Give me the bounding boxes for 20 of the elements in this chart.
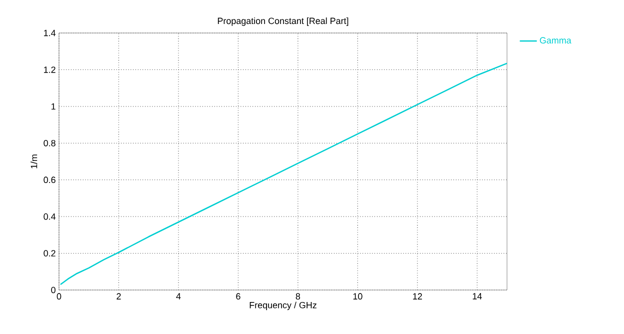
- x-tick-label: 4: [176, 293, 181, 300]
- x-tick-label: 14: [472, 293, 482, 300]
- x-tick-label: 10: [353, 293, 362, 300]
- x-tick-label: 6: [236, 293, 240, 300]
- y-tick-label: 1.4: [44, 30, 56, 36]
- y-tick-label: 0.6: [44, 176, 56, 184]
- x-tick-label: 0: [56, 293, 62, 300]
- y-axis-title: 1/m: [30, 154, 38, 168]
- x-tick-label: 12: [413, 293, 422, 300]
- legend-label: Gamma: [540, 37, 572, 44]
- y-tick-label: 0: [51, 286, 56, 294]
- x-tick-label: 2: [116, 293, 121, 300]
- y-tick-label: 0.4: [44, 213, 56, 220]
- y-tick-label: 1: [52, 103, 56, 110]
- x-tick-label: 8: [296, 293, 300, 300]
- x-axis-title: Frequency / GHz: [250, 302, 316, 310]
- y-tick-label: 0.2: [44, 250, 56, 256]
- y-tick-label: 0.8: [44, 140, 56, 146]
- chart-title: Propagation Constant [Real Part]: [218, 17, 348, 26]
- y-tick-label: 1.2: [44, 66, 56, 73]
